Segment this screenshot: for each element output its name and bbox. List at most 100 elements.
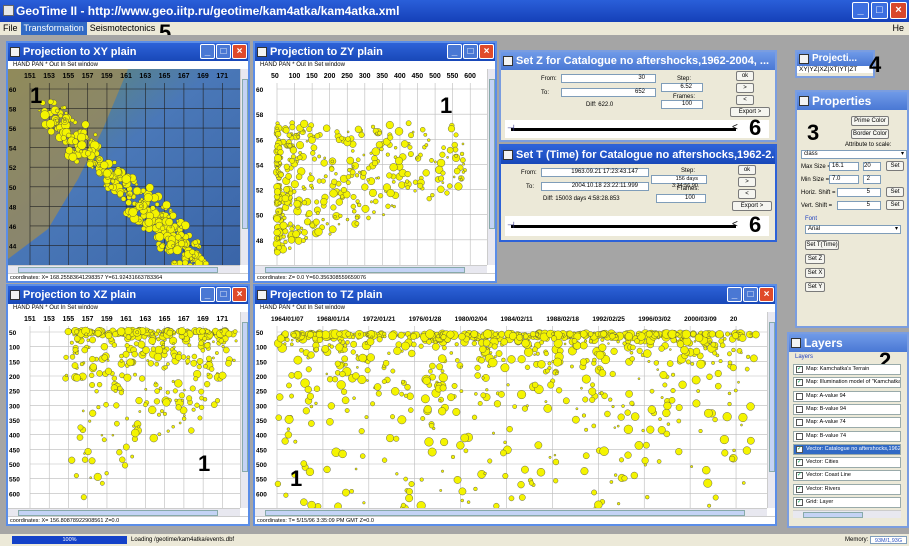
plot-svg[interactable]: 50 100 150 200 250 300 350 400 450 500 550 60060585…	[255, 69, 487, 265]
layer-item[interactable]: ✓ Grid: Layer	[793, 497, 901, 508]
min-size-input[interactable]: 7.0	[829, 175, 859, 184]
slider-start-handle[interactable]: ⊣	[507, 123, 515, 133]
xz-plot-area[interactable]: 151 153 155 157 159 161 163 165 167 169 171 50 100 15…	[8, 312, 240, 508]
window-set-z[interactable]: Set Z for Catalogue no aftershocks,1962-…	[499, 50, 777, 142]
layer-checkbox[interactable]: ✓	[796, 485, 803, 493]
range-slider[interactable]: ⊣ < 6	[505, 212, 769, 237]
layer-item[interactable]: Map: A-value 74	[793, 417, 901, 429]
vert-shift-set-button[interactable]: Set	[886, 200, 904, 210]
window-set-z-titlebar[interactable]: Set Z for Catalogue no aftershocks,1962-…	[501, 52, 775, 70]
max-size-input[interactable]: 16.1	[829, 162, 859, 171]
layer-checkbox[interactable]: ✓	[796, 366, 803, 373]
projection-tabs[interactable]: XY|YZ|XZ|XT|YT|ZT	[797, 66, 873, 73]
minimize-icon[interactable]: _	[447, 44, 462, 59]
step-input[interactable]: 156 days 3:34:56.90	[651, 175, 707, 189]
plot-toolbar[interactable]: HAND PAN * Out In Set window	[8, 304, 248, 312]
vertical-scrollbar[interactable]	[767, 312, 775, 508]
window-set-t[interactable]: Set T (Time) for Catalogue no aftershock…	[499, 144, 777, 242]
window-properties[interactable]: Properties 3 Prime Color Border Color At…	[795, 90, 909, 328]
vertical-scrollbar[interactable]	[487, 69, 495, 265]
horizontal-scrollbar[interactable]	[255, 265, 487, 273]
maximize-icon[interactable]: □	[743, 287, 758, 302]
window-properties-titlebar[interactable]: Properties	[797, 92, 907, 110]
close-icon[interactable]: ×	[759, 287, 774, 302]
plot-svg[interactable]: 1964/01/07 1968/01/14 1972/01/21 1976/01/28…	[255, 312, 767, 508]
maximize-button[interactable]: □	[871, 2, 888, 19]
xy-plot-area[interactable]: 151 153 155 157 159 161 163 165 167 169 171 60 58 56 5…	[8, 69, 240, 265]
close-icon[interactable]: ×	[479, 44, 494, 59]
chevron-down-icon[interactable]: ▾	[900, 151, 904, 157]
next-button[interactable]: >	[738, 177, 756, 187]
prev-button[interactable]: <	[736, 95, 754, 105]
layer-checkbox[interactable]: ✓	[796, 445, 803, 453]
layer-checkbox[interactable]: ✓	[796, 499, 803, 506]
set-y-button[interactable]: Set Y	[805, 282, 825, 292]
window-xy-titlebar[interactable]: Projection to XY plain _ □ ×	[8, 43, 248, 61]
slider-start-handle[interactable]: ⊣	[507, 220, 515, 230]
layer-item[interactable]: Map: A-value 94	[793, 390, 901, 402]
ok-button[interactable]: ok	[736, 71, 754, 81]
window-zy-titlebar[interactable]: Projection to ZY plain _ □ ×	[255, 43, 495, 61]
from-input[interactable]: 1963.09.21 17:23:43.147	[541, 168, 649, 177]
maximize-icon[interactable]: □	[463, 44, 478, 59]
frames-input[interactable]: 100	[661, 100, 703, 109]
layer-checkbox[interactable]	[796, 432, 803, 440]
layer-item[interactable]: ✓ Vector: Catalogue no aftershocks,1962-2…	[793, 443, 901, 455]
font-select[interactable]: Arial ▾	[805, 225, 901, 234]
menu-help[interactable]: He	[892, 23, 904, 33]
vertical-scrollbar[interactable]	[240, 312, 248, 508]
maximize-icon[interactable]: □	[216, 44, 231, 59]
layer-checkbox[interactable]: ✓	[796, 472, 803, 480]
layer-item[interactable]: ✓ Vector: Coast Line	[793, 470, 901, 482]
min-size-spinner[interactable]: 2	[863, 175, 881, 184]
menu-file[interactable]: File	[3, 23, 18, 33]
slider-end-handle[interactable]: <	[732, 122, 738, 133]
range-slider[interactable]: ⊣ < 6	[505, 115, 769, 140]
layer-item[interactable]: ✓ Map: Kamchatka's Terrain	[793, 364, 901, 375]
layer-checkbox[interactable]	[796, 405, 803, 413]
layer-item[interactable]: Map: B-value 94	[793, 403, 901, 415]
tz-plot-area[interactable]: 1964/01/07 1968/01/14 1972/01/21 1976/01/28…	[255, 312, 767, 508]
horizontal-scrollbar[interactable]	[8, 265, 240, 273]
minimize-icon[interactable]: _	[200, 44, 215, 59]
max-size-set-button[interactable]: Set	[886, 161, 904, 171]
horizontal-scrollbar[interactable]	[793, 510, 901, 518]
plot-toolbar[interactable]: HAND PAN * Out In Set window	[255, 61, 495, 69]
window-set-t-titlebar[interactable]: Set T (Time) for Catalogue no aftershock…	[501, 146, 775, 164]
layer-item[interactable]: ✓Map: Illumination model of "Kamchatka's…	[793, 377, 901, 389]
to-input[interactable]: 2004.10.18 23:22:11.999	[541, 182, 649, 191]
minimize-icon[interactable]: _	[727, 287, 742, 302]
window-projection-titlebar[interactable]: Projecti...	[797, 52, 873, 66]
border-color-button[interactable]: Border Color	[851, 129, 889, 139]
export-button[interactable]: Export >	[732, 201, 772, 211]
plot-svg[interactable]: 151 153 155 157 159 161 163 165 167 169 1715010015…	[8, 312, 240, 508]
set-x-button[interactable]: Set X	[805, 268, 825, 278]
layer-checkbox[interactable]: ✓	[796, 459, 803, 467]
window-tz-titlebar[interactable]: Projection to TZ plain _ □ ×	[255, 286, 775, 304]
set-time-button[interactable]: Set T(Time)	[805, 240, 839, 250]
frames-input[interactable]: 100	[656, 194, 706, 203]
layer-item[interactable]: Map: B-value 74	[793, 430, 901, 442]
vertical-scrollbar[interactable]	[240, 69, 248, 265]
set-z-button[interactable]: Set Z	[805, 254, 825, 264]
window-xy-projection[interactable]: Projection to XY plain _ □ × HAND PAN * Ou…	[6, 41, 250, 283]
window-xz-projection[interactable]: Projection to XZ plain _ □ × HAND PAN * Ou…	[6, 284, 250, 526]
export-button[interactable]: Export >	[730, 107, 770, 117]
from-input[interactable]: 30	[561, 74, 656, 83]
prime-color-button[interactable]: Prime Color	[851, 116, 889, 126]
layer-checkbox[interactable]	[796, 419, 803, 427]
zy-plot-area[interactable]: 50 100 150 200 250 300 350 400 450 500 550 600 60 58 5…	[255, 69, 487, 265]
layer-checkbox[interactable]: ✓	[796, 379, 803, 387]
layer-item[interactable]: ✓ Vector: Rivers	[793, 483, 901, 495]
horiz-shift-input[interactable]: 5	[837, 188, 881, 197]
plot-toolbar[interactable]: HAND PAN * Out In Set window	[255, 304, 775, 312]
chevron-down-icon[interactable]: ▾	[894, 226, 898, 232]
horizontal-scrollbar[interactable]	[8, 508, 240, 516]
slider-end-handle[interactable]: <	[732, 219, 738, 230]
max-size-spinner[interactable]: 20	[863, 162, 881, 171]
window-layers[interactable]: Layers Layers 2 ✓ Map: Kamchatka's Terrai…	[787, 332, 909, 528]
layer-item[interactable]: ✓ Vector: Cities	[793, 457, 901, 469]
minimize-icon[interactable]: _	[200, 287, 215, 302]
close-button[interactable]: ×	[890, 2, 907, 19]
maximize-icon[interactable]: □	[216, 287, 231, 302]
